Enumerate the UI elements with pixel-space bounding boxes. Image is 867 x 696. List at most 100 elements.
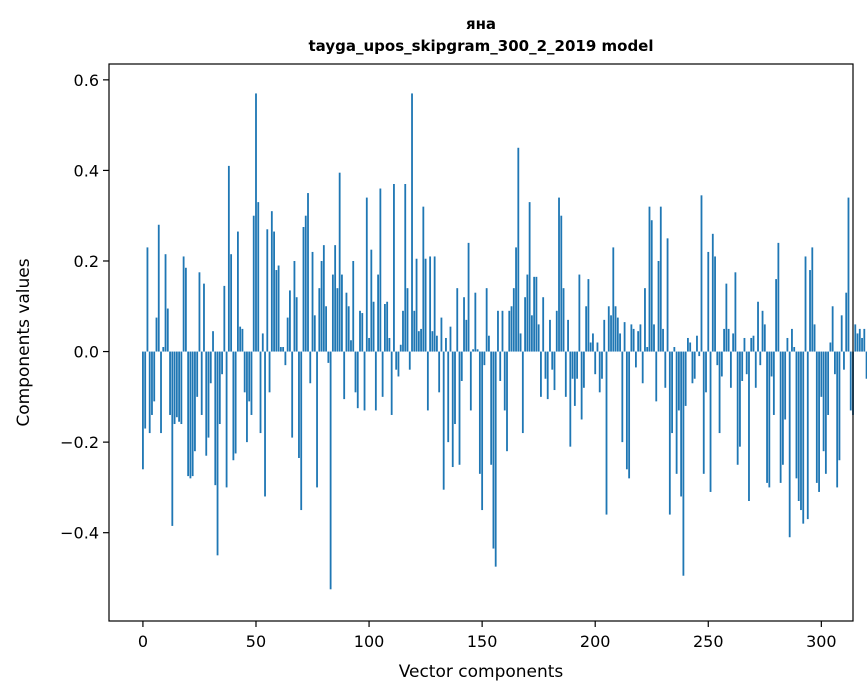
bar xyxy=(757,301,759,352)
bar xyxy=(573,351,576,406)
bar xyxy=(838,351,841,461)
bar xyxy=(510,306,513,352)
bar xyxy=(549,319,551,352)
bar xyxy=(709,351,712,492)
bar xyxy=(442,351,445,490)
bar xyxy=(598,351,601,393)
bar xyxy=(725,283,728,352)
bar xyxy=(463,297,465,352)
bar xyxy=(313,315,316,352)
bar xyxy=(700,195,703,352)
bar xyxy=(223,285,226,352)
bar xyxy=(372,301,375,352)
bar xyxy=(614,306,617,352)
bar xyxy=(580,351,583,420)
bar xyxy=(610,315,612,352)
bar xyxy=(320,260,323,352)
bar xyxy=(616,317,619,352)
bar xyxy=(478,351,481,474)
bar xyxy=(365,197,368,352)
bar xyxy=(352,260,355,352)
bar xyxy=(684,351,687,406)
bar xyxy=(408,351,411,370)
bar xyxy=(169,351,171,415)
bar xyxy=(718,351,721,434)
bar xyxy=(827,351,830,415)
bar xyxy=(402,310,404,352)
bar xyxy=(153,351,156,402)
x-tick-label: 150 xyxy=(467,632,498,651)
bar xyxy=(221,351,223,375)
bar xyxy=(399,344,402,352)
bar xyxy=(741,351,744,381)
bar xyxy=(657,260,660,352)
bar xyxy=(148,351,151,434)
bar xyxy=(178,351,181,422)
bar xyxy=(171,351,174,526)
bar xyxy=(388,337,391,352)
x-axis-label: Vector components xyxy=(399,662,564,682)
bar xyxy=(637,331,640,352)
bar xyxy=(677,351,680,411)
bar xyxy=(632,328,635,352)
bar xyxy=(849,351,852,411)
bar xyxy=(268,351,271,393)
bar xyxy=(393,184,395,352)
bar xyxy=(822,351,825,452)
bar xyxy=(291,351,294,438)
y-axis-ticks: −0.4 −0.2 0.0 0.2 0.4 0.6 xyxy=(60,71,109,543)
bar xyxy=(861,337,863,352)
bar xyxy=(696,335,698,352)
bar xyxy=(501,310,504,352)
bar xyxy=(379,188,382,352)
bar xyxy=(845,292,848,352)
bar xyxy=(605,351,608,515)
bar xyxy=(601,351,603,379)
bar xyxy=(334,245,337,352)
bar xyxy=(621,351,624,443)
bar xyxy=(232,351,235,461)
bar xyxy=(707,251,710,352)
bar xyxy=(648,206,651,352)
bar xyxy=(157,224,160,352)
bar xyxy=(173,351,176,425)
bar xyxy=(772,351,775,415)
bar xyxy=(374,351,377,411)
bar xyxy=(474,292,477,352)
bar xyxy=(166,308,169,352)
bar xyxy=(777,242,780,352)
bar xyxy=(298,351,300,458)
bar xyxy=(422,206,425,352)
bar xyxy=(266,229,269,352)
bar xyxy=(585,306,588,352)
bar xyxy=(750,337,753,352)
bar xyxy=(438,351,441,393)
bar xyxy=(151,351,153,415)
bar xyxy=(779,351,782,483)
bar xyxy=(449,326,452,352)
bar xyxy=(836,351,839,488)
bar xyxy=(582,351,585,388)
bar xyxy=(528,202,531,352)
bar xyxy=(705,351,707,393)
bar xyxy=(646,347,649,352)
bar xyxy=(246,351,248,443)
y-tick-label: 0.6 xyxy=(74,71,99,90)
bar xyxy=(368,337,370,352)
bar xyxy=(209,351,212,384)
bar xyxy=(781,351,784,465)
bar xyxy=(431,331,434,352)
bar xyxy=(383,304,386,352)
bar xyxy=(207,351,210,438)
bar xyxy=(331,274,334,352)
bar xyxy=(623,322,626,352)
bar xyxy=(555,310,558,352)
bar xyxy=(191,351,194,477)
bar xyxy=(316,351,318,488)
bar xyxy=(840,315,843,352)
bar xyxy=(770,351,773,377)
bar xyxy=(723,328,726,352)
bar xyxy=(187,351,190,477)
bar xyxy=(214,351,217,486)
